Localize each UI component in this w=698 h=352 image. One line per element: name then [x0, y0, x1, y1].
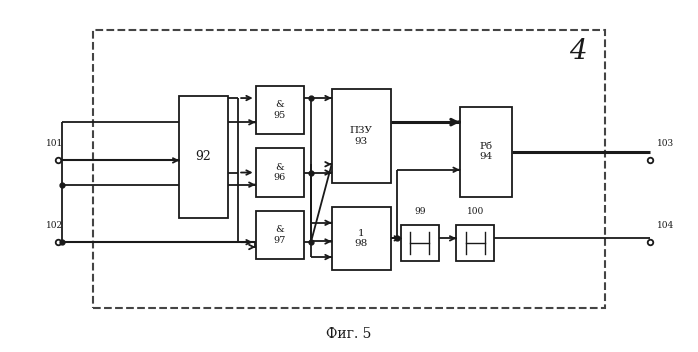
Bar — [332, 89, 391, 183]
Text: 101: 101 — [46, 139, 64, 148]
Text: &
96: & 96 — [274, 163, 286, 182]
Text: &
97: & 97 — [274, 225, 286, 245]
Text: Фиг. 5: Фиг. 5 — [326, 327, 372, 341]
Bar — [401, 225, 439, 261]
Text: 104: 104 — [657, 221, 674, 230]
Text: 100: 100 — [467, 207, 484, 216]
Bar — [456, 225, 494, 261]
Text: 102: 102 — [46, 221, 64, 230]
Bar — [460, 107, 512, 197]
Text: 103: 103 — [657, 139, 674, 148]
Bar — [93, 31, 605, 308]
Bar — [255, 210, 304, 259]
Bar — [179, 96, 228, 218]
Text: &
95: & 95 — [274, 100, 286, 120]
Text: ПЗУ
93: ПЗУ 93 — [350, 126, 373, 146]
Text: 1
98: 1 98 — [355, 229, 368, 248]
Bar — [255, 148, 304, 197]
Text: 92: 92 — [195, 150, 211, 163]
Text: Рб
94: Рб 94 — [479, 142, 492, 162]
Text: 4: 4 — [569, 38, 586, 65]
Text: 99: 99 — [414, 207, 426, 216]
Bar — [255, 86, 304, 134]
Bar — [332, 207, 391, 270]
